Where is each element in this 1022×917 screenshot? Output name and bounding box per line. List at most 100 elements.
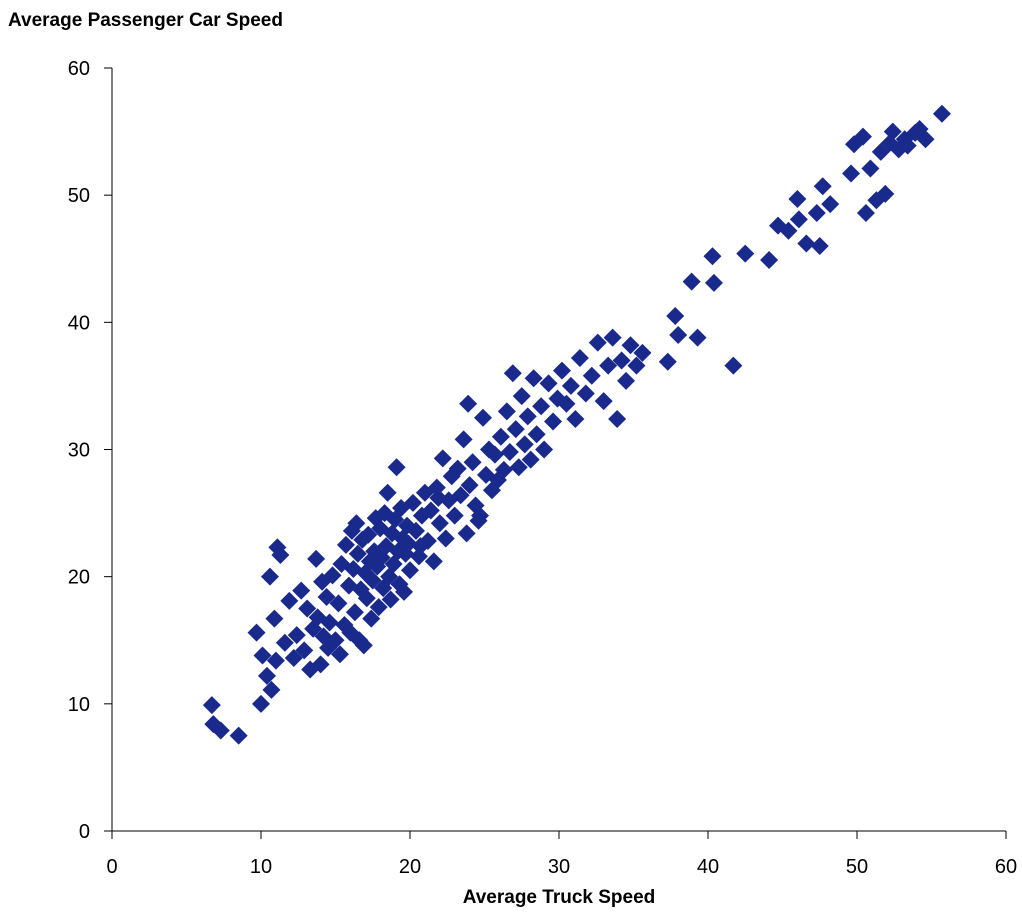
y-tick-label: 50 xyxy=(68,185,90,207)
data-point xyxy=(627,356,646,375)
data-point xyxy=(518,407,537,426)
data-point xyxy=(617,371,636,390)
data-point xyxy=(883,122,902,141)
data-point xyxy=(311,655,330,674)
data-point xyxy=(454,430,473,449)
data-point xyxy=(326,631,345,650)
data-point xyxy=(566,409,585,428)
data-point xyxy=(357,589,376,608)
data-point xyxy=(666,306,685,325)
data-points xyxy=(202,104,951,745)
data-point xyxy=(704,273,723,292)
data-point xyxy=(252,694,270,713)
data-point xyxy=(491,427,510,446)
data-point xyxy=(521,450,540,469)
data-point xyxy=(411,537,430,556)
data-point xyxy=(788,189,807,208)
data-point xyxy=(457,524,476,543)
data-point xyxy=(588,333,607,352)
data-point xyxy=(463,453,482,472)
data-point xyxy=(760,251,779,270)
data-point xyxy=(932,104,951,123)
data-point xyxy=(460,476,479,495)
data-point xyxy=(682,272,701,291)
data-point xyxy=(362,609,381,628)
data-point xyxy=(515,435,534,454)
data-point xyxy=(386,510,405,529)
data-point xyxy=(594,392,613,411)
x-tick-label: 20 xyxy=(399,856,421,878)
data-point xyxy=(378,483,397,502)
data-point xyxy=(807,203,826,222)
data-point xyxy=(266,651,285,670)
data-point xyxy=(916,130,935,149)
data-point xyxy=(861,159,880,178)
data-point xyxy=(497,402,516,421)
data-point xyxy=(509,458,528,477)
data-point xyxy=(421,501,440,520)
data-point xyxy=(401,561,419,580)
data-point xyxy=(406,521,425,540)
data-point xyxy=(436,529,455,548)
data-point xyxy=(485,445,504,464)
data-point xyxy=(853,127,872,146)
data-point xyxy=(810,237,829,256)
data-point xyxy=(724,356,743,375)
data-point xyxy=(789,210,808,229)
y-tick-label: 0 xyxy=(79,821,90,843)
data-point xyxy=(494,460,513,479)
y-tick-label: 60 xyxy=(68,58,90,80)
data-point xyxy=(260,567,279,586)
data-point xyxy=(211,721,230,740)
data-point xyxy=(876,184,895,203)
y-tick-label: 30 xyxy=(68,440,90,462)
data-point xyxy=(474,408,493,427)
data-point xyxy=(527,425,546,444)
data-point xyxy=(582,366,601,385)
y-axis-ticks: 0 10 20 30 40 50 60 xyxy=(68,58,112,843)
data-point xyxy=(280,591,299,610)
data-point xyxy=(262,680,281,699)
data-point xyxy=(202,696,221,715)
data-point xyxy=(253,646,272,665)
data-point xyxy=(229,726,248,745)
data-point xyxy=(247,623,266,642)
y-axis-title: Average Passenger Car Speed xyxy=(8,10,283,31)
data-point xyxy=(284,649,303,668)
data-point xyxy=(317,588,336,607)
data-point xyxy=(403,493,422,512)
x-tick-label: 40 xyxy=(697,856,719,878)
data-point xyxy=(307,549,326,568)
data-point xyxy=(608,409,627,428)
x-tick-label: 10 xyxy=(250,856,272,878)
data-point xyxy=(395,582,414,601)
x-tick-label: 0 xyxy=(106,856,117,878)
data-point xyxy=(430,514,449,533)
data-point xyxy=(445,506,464,525)
data-point xyxy=(603,328,622,347)
data-point xyxy=(369,598,388,617)
data-point xyxy=(570,348,589,367)
y-tick-label: 10 xyxy=(68,694,90,716)
data-point xyxy=(779,221,798,240)
data-point xyxy=(295,641,314,660)
data-point xyxy=(381,590,400,609)
data-point xyxy=(669,326,688,345)
data-point xyxy=(503,364,522,383)
data-point xyxy=(658,352,677,371)
data-point xyxy=(354,636,373,655)
data-point xyxy=(557,394,576,413)
data-point xyxy=(688,328,707,347)
x-axis-title: Average Truck Speed xyxy=(463,887,656,908)
data-point xyxy=(345,603,364,622)
y-tick-label: 40 xyxy=(68,312,90,334)
data-point xyxy=(348,544,367,563)
data-point xyxy=(329,594,348,613)
data-point xyxy=(471,506,490,525)
data-point xyxy=(535,440,554,459)
data-point xyxy=(898,136,917,155)
x-tick-label: 60 xyxy=(995,856,1017,878)
x-tick-label: 50 xyxy=(846,856,868,878)
data-point xyxy=(320,613,339,632)
